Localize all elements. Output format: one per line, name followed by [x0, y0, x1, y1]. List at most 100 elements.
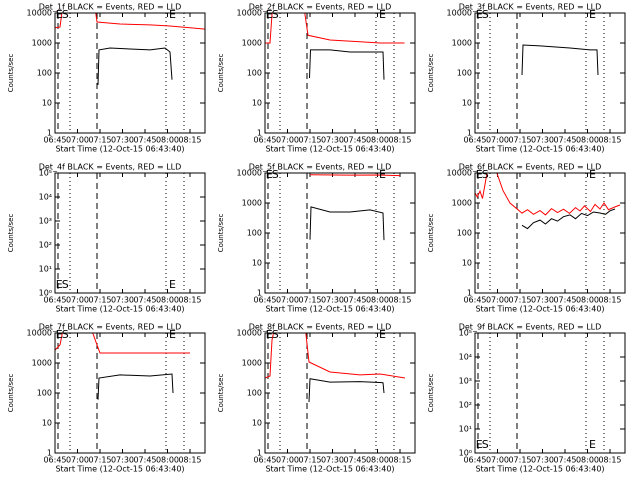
- series-line: [308, 378, 385, 403]
- y-tick-label: 1: [257, 449, 262, 458]
- y-tick-label: 10⁰: [459, 449, 472, 458]
- annotation: E: [379, 8, 386, 21]
- panel-title: Det_7f BLACK = Events, RED = LLD: [39, 323, 182, 332]
- y-tick-label: 1000: [242, 199, 262, 208]
- x-tick-label: 08:15: [178, 136, 201, 145]
- y-tick-label: 100: [247, 389, 262, 398]
- panel-title: Det_9f BLACK = Events, RED = LLD: [459, 323, 602, 332]
- y-tick-label: 10: [462, 259, 472, 268]
- y-tick-label: 10²: [459, 401, 472, 410]
- x-axis-label: Start Time (12-Oct-15 06:43:40): [55, 305, 184, 314]
- panel-title: Det_8f BLACK = Events, RED = LLD: [249, 323, 392, 332]
- x-tick-label: 08:15: [598, 456, 621, 465]
- x-tick-label: 07:30: [531, 296, 554, 305]
- panel: Det_6f BLACK = Events, RED = LLD Start Ti…: [427, 163, 626, 314]
- series-line: [475, 173, 621, 216]
- x-tick-label: 07:00: [276, 296, 299, 305]
- x-tick-label: 07:00: [276, 136, 299, 145]
- x-axis-label: Start Time (12-Oct-15 06:43:40): [475, 465, 604, 474]
- annotation: S: [272, 168, 279, 181]
- y-tick-label: 10000: [237, 169, 262, 178]
- y-tick-label: 10000: [447, 169, 472, 178]
- x-tick-label: 07:00: [66, 296, 89, 305]
- x-tick-label: 08:15: [598, 296, 621, 305]
- x-axis-label: Start Time (12-Oct-15 06:43:40): [55, 465, 184, 474]
- annotation: S: [272, 328, 279, 341]
- y-tick-label: 1: [257, 289, 262, 298]
- x-tick-label: 07:00: [66, 456, 89, 465]
- y-tick-label: 10⁵: [39, 169, 52, 178]
- x-tick-label: 06:45: [463, 136, 486, 145]
- y-axis-label: Counts/sec: [7, 214, 15, 253]
- plot-area: [267, 173, 401, 293]
- x-tick-label: 08:00: [156, 296, 179, 305]
- y-tick-label: 1: [467, 129, 472, 138]
- x-tick-label: 06:45: [463, 456, 486, 465]
- panel-title: Det_1f BLACK = Events, RED = LLD: [39, 3, 182, 12]
- annotation: E: [266, 8, 273, 21]
- x-tick-label: 08:15: [388, 456, 411, 465]
- x-tick-label: 06:45: [463, 296, 486, 305]
- annotation: E: [266, 328, 273, 341]
- annotation: S: [482, 8, 489, 21]
- x-tick-label: 07:15: [298, 296, 321, 305]
- series-line: [97, 373, 174, 400]
- series-line: [265, 13, 405, 44]
- annotation: E: [476, 438, 483, 451]
- axes-frame: [474, 172, 626, 294]
- x-tick-label: 06:45: [253, 136, 276, 145]
- x-tick-label: 08:00: [576, 136, 599, 145]
- x-tick-label: 07:45: [553, 456, 576, 465]
- x-tick-label: 07:15: [508, 296, 531, 305]
- y-tick-label: 1000: [452, 199, 472, 208]
- series-line: [55, 13, 205, 30]
- x-tick-label: 08:00: [576, 296, 599, 305]
- x-tick-label: 08:15: [388, 136, 411, 145]
- x-tick-label: 07:45: [133, 296, 156, 305]
- x-tick-label: 07:00: [486, 136, 509, 145]
- y-axis-label: Counts/sec: [217, 214, 225, 253]
- plot-area: [265, 13, 405, 133]
- x-tick-label: 08:15: [598, 136, 621, 145]
- annotation: E: [56, 8, 63, 21]
- annotation: E: [379, 328, 386, 341]
- panel: Det_5f BLACK = Events, RED = LLD Start Ti…: [217, 163, 416, 314]
- x-tick-label: 07:30: [111, 136, 134, 145]
- x-tick-label: 08:00: [156, 456, 179, 465]
- axes-frame: [474, 332, 626, 454]
- y-tick-label: 10000: [447, 9, 472, 18]
- x-tick-label: 07:15: [508, 456, 531, 465]
- plot-area: [265, 333, 406, 453]
- y-tick-label: 10⁴: [39, 193, 52, 202]
- y-axis-label: Counts/sec: [427, 54, 435, 93]
- y-tick-label: 1: [467, 289, 472, 298]
- y-axis-label: Counts/sec: [7, 374, 15, 413]
- panel: Det_7f BLACK = Events, RED = LLD Start Ti…: [7, 323, 206, 474]
- x-tick-label: 06:45: [43, 456, 66, 465]
- plot-area: [477, 13, 605, 133]
- annotation: S: [62, 278, 69, 291]
- y-tick-label: 1000: [32, 359, 52, 368]
- y-tick-label: 10000: [27, 329, 52, 338]
- plot-area: [475, 173, 621, 293]
- y-tick-label: 100: [457, 69, 472, 78]
- x-tick-label: 07:30: [321, 296, 344, 305]
- y-tick-label: 10: [252, 419, 262, 428]
- y-tick-label: 100: [247, 69, 262, 78]
- x-axis-label: Start Time (12-Oct-15 06:43:40): [475, 145, 604, 154]
- x-axis-label: Start Time (12-Oct-15 06:43:40): [265, 145, 394, 154]
- series-line: [309, 206, 385, 241]
- panel: Det_2f BLACK = Events, RED = LLD Start Ti…: [217, 3, 416, 154]
- y-tick-label: 1: [47, 449, 52, 458]
- series-line: [97, 47, 173, 85]
- x-tick-label: 07:45: [343, 296, 366, 305]
- panel-title: Det_6f BLACK = Events, RED = LLD: [459, 163, 602, 172]
- annotation: E: [266, 168, 273, 181]
- annotation: E: [476, 168, 483, 181]
- annotation: E: [56, 278, 63, 291]
- annotation: E: [589, 8, 596, 21]
- y-tick-label: 10⁰: [39, 289, 52, 298]
- x-tick-label: 08:00: [366, 296, 389, 305]
